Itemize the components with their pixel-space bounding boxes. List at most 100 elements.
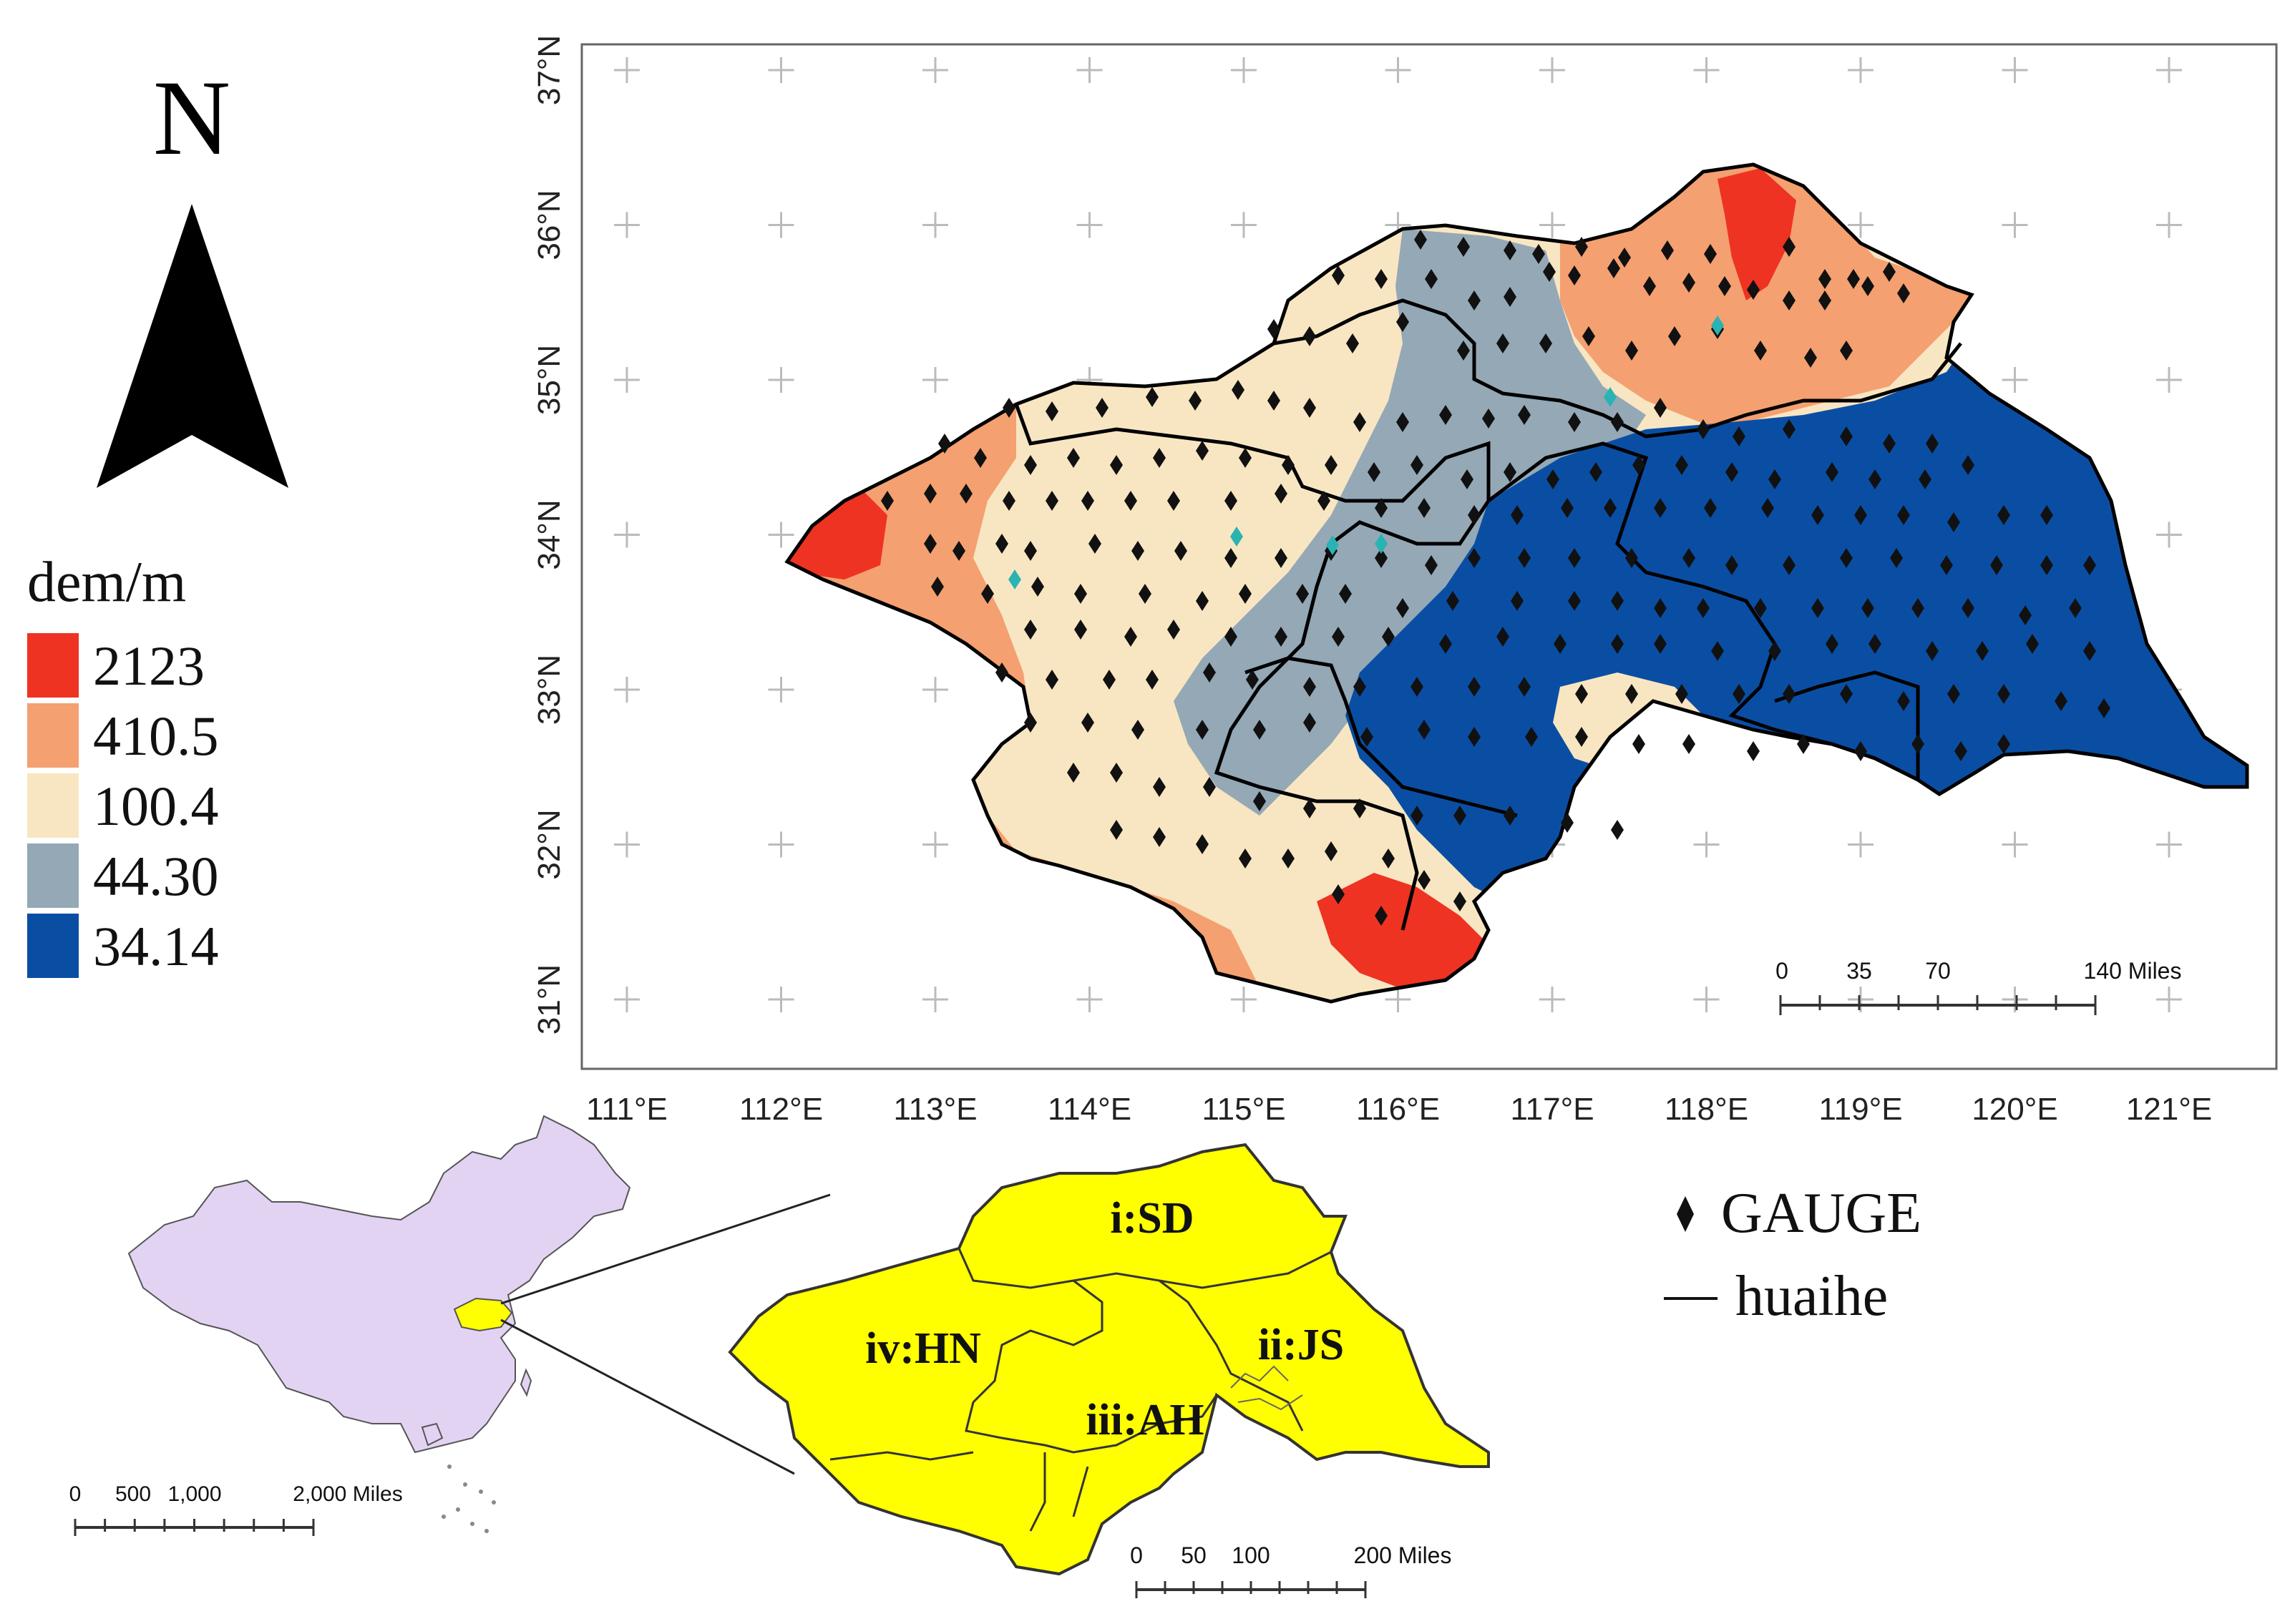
gauge-marker — [1461, 469, 1473, 489]
grid-cross — [922, 57, 948, 83]
dem-zone-red-ne — [1718, 168, 1796, 300]
gauge-marker — [1496, 333, 1509, 353]
gauge-marker — [1239, 848, 1252, 869]
gauge-marker — [1575, 684, 1588, 704]
gauge-marker — [1453, 806, 1466, 826]
gauge-marker — [1317, 491, 1330, 511]
gauge-marker — [1418, 720, 1431, 740]
gauge-marker — [1868, 469, 1881, 489]
grid-cross — [1693, 987, 1720, 1012]
gauge-marker — [1239, 448, 1252, 468]
gauge-marker — [1632, 734, 1645, 754]
gauge-marker — [1189, 391, 1202, 411]
gauge-marker — [2040, 555, 2053, 575]
gauge-marker — [1375, 548, 1388, 568]
gauge-marker — [1203, 662, 1216, 683]
gauge-marker — [1468, 290, 1481, 310]
gauge-marker — [1074, 620, 1087, 640]
lat-label: 32°N — [532, 809, 567, 879]
gauge-marker — [1733, 426, 1745, 446]
symbol-legend: GAUGE huaihe — [1664, 1182, 1921, 1328]
gauge-marker — [1425, 555, 1438, 575]
gauge-marker — [1704, 244, 1717, 264]
gauge-marker — [1768, 469, 1781, 489]
grid-cross — [2002, 57, 2028, 83]
gauge-marker — [1482, 409, 1495, 429]
gauge-marker — [1861, 276, 1874, 296]
gauge-marker — [1611, 591, 1624, 611]
grid-cross — [614, 212, 640, 238]
grid-cross — [768, 57, 794, 83]
gauge-marker — [1654, 598, 1667, 618]
gauge-marker — [1604, 498, 1617, 518]
gauge-marker — [1611, 820, 1624, 840]
gauge-marker — [1747, 741, 1760, 761]
lon-label: 115°E — [1202, 1092, 1285, 1127]
grid-cross — [768, 831, 794, 858]
gauge-marker — [1525, 727, 1538, 747]
lon-label: 112°E — [739, 1092, 823, 1127]
gauge-marker — [1067, 763, 1080, 783]
lon-label: 113°E — [893, 1092, 977, 1127]
gauge-marker — [1926, 434, 1939, 454]
gauge-marker — [1496, 627, 1509, 647]
grid-cross — [614, 522, 640, 548]
gauge-marker — [1754, 598, 1767, 618]
gauge-marker — [1643, 276, 1656, 296]
gauge-marker — [1203, 777, 1216, 797]
legend-label-1: 410.5 — [93, 705, 219, 767]
gauge-marker — [2083, 641, 2096, 661]
grid-cross — [1693, 57, 1720, 83]
gauge-marker — [1625, 684, 1638, 704]
region-label-sd: i:SD — [1110, 1194, 1194, 1243]
gauge-marker — [1425, 269, 1438, 289]
gauge-marker — [1396, 598, 1409, 618]
gauge-marker — [1818, 290, 1831, 310]
zoom-line-bottom — [500, 1319, 795, 1475]
gauge-marker — [1332, 884, 1345, 904]
region-label-ah: iii:AH — [1086, 1396, 1204, 1444]
gauge-marker — [1911, 598, 1924, 618]
gauge-marker — [1697, 598, 1710, 618]
gauge-marker — [1360, 727, 1373, 747]
grid-cross — [2002, 987, 2028, 1012]
gauge-marker — [1919, 469, 1931, 489]
gauge-marker — [1854, 741, 1867, 761]
gauge-marker — [1804, 348, 1817, 368]
gauge-marker — [1682, 548, 1695, 568]
legend-swatch-1 — [27, 703, 79, 768]
gauge-marker — [1468, 548, 1481, 568]
gauge-marker — [1561, 813, 1574, 833]
lon-label: 111°E — [586, 1092, 668, 1127]
grid-cross — [614, 987, 640, 1012]
gauge-marker — [1382, 848, 1395, 869]
gauge-marker — [1797, 734, 1810, 754]
gauge-marker — [1088, 534, 1101, 554]
gauge-marker — [1375, 498, 1388, 518]
gauge-marker — [1883, 262, 1896, 282]
grid-cross — [1076, 987, 1103, 1012]
longitude-labels: 111°E 112°E 113°E 114°E 115°E 116°E 117°E 118°E… — [586, 1092, 2212, 1127]
gauge-marker — [1332, 265, 1345, 285]
gauge-marker — [1897, 691, 1910, 711]
basin-scale-label-1: 50 — [1181, 1542, 1207, 1568]
gauge-marker — [1504, 806, 1516, 826]
north-arrow-icon — [97, 204, 288, 488]
gauge-marker — [1046, 401, 1058, 421]
gauge-marker — [1654, 634, 1667, 654]
gauge-marker — [2019, 605, 2032, 625]
gauge-marker — [1246, 670, 1259, 690]
grid-cross — [1231, 987, 1257, 1012]
gauge-marker — [995, 534, 1008, 554]
gauge-marker — [1826, 462, 1838, 482]
grid-cross — [1693, 831, 1720, 858]
grid-cross — [614, 831, 640, 858]
gauge-marker — [981, 584, 994, 604]
grid-cross — [768, 987, 794, 1012]
gauge-marker — [1783, 237, 1796, 257]
gauge-marker — [1940, 555, 1953, 575]
gauge-marker — [1167, 491, 1180, 511]
gauge-marker — [1439, 634, 1452, 654]
gauge-marker — [1783, 290, 1796, 310]
